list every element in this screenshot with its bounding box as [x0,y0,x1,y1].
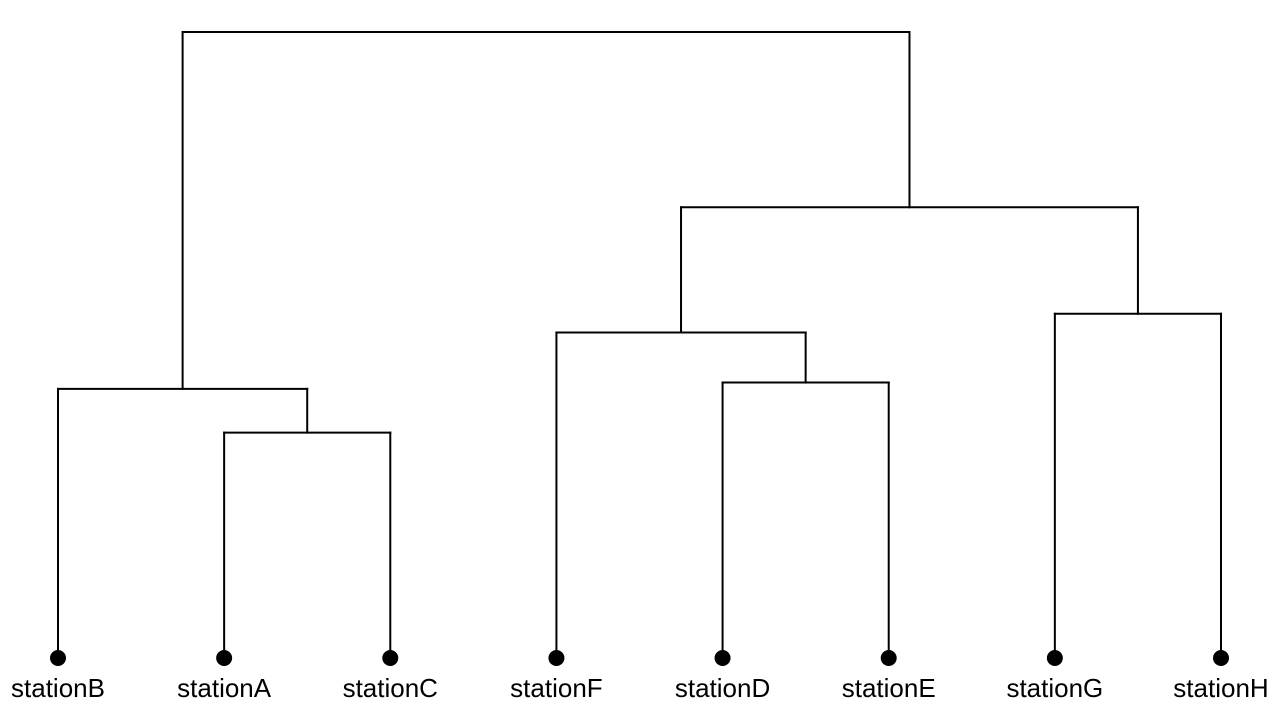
leaf-dot-stationH [1213,650,1229,666]
leaf-label-stationE: stationE [842,673,936,703]
leaf-dot-stationF [548,650,565,666]
leaf-label-stationC: stationC [343,673,438,703]
leaf-dot-stationA [216,650,233,666]
leaf-label-stationB: stationB [11,673,105,703]
leaf-dot-stationC [382,650,399,666]
leaf-label-stationH: stationH [1173,673,1268,703]
leaf-label-stationF: stationF [510,673,603,703]
dendrogram-branches [57,31,1222,659]
leaf-dot-stationD [714,650,731,666]
leaf-dot-stationB [50,650,66,666]
leaf-label-stationD: stationD [675,673,770,703]
leaf-label-stationG: stationG [1006,673,1103,703]
dendrogram-leaves: stationB stationA stationC stationF stationD… [11,650,1269,703]
leaf-label-stationA: stationA [177,673,272,703]
leaf-dot-stationG [1046,650,1063,666]
leaf-dot-stationE [880,650,897,666]
